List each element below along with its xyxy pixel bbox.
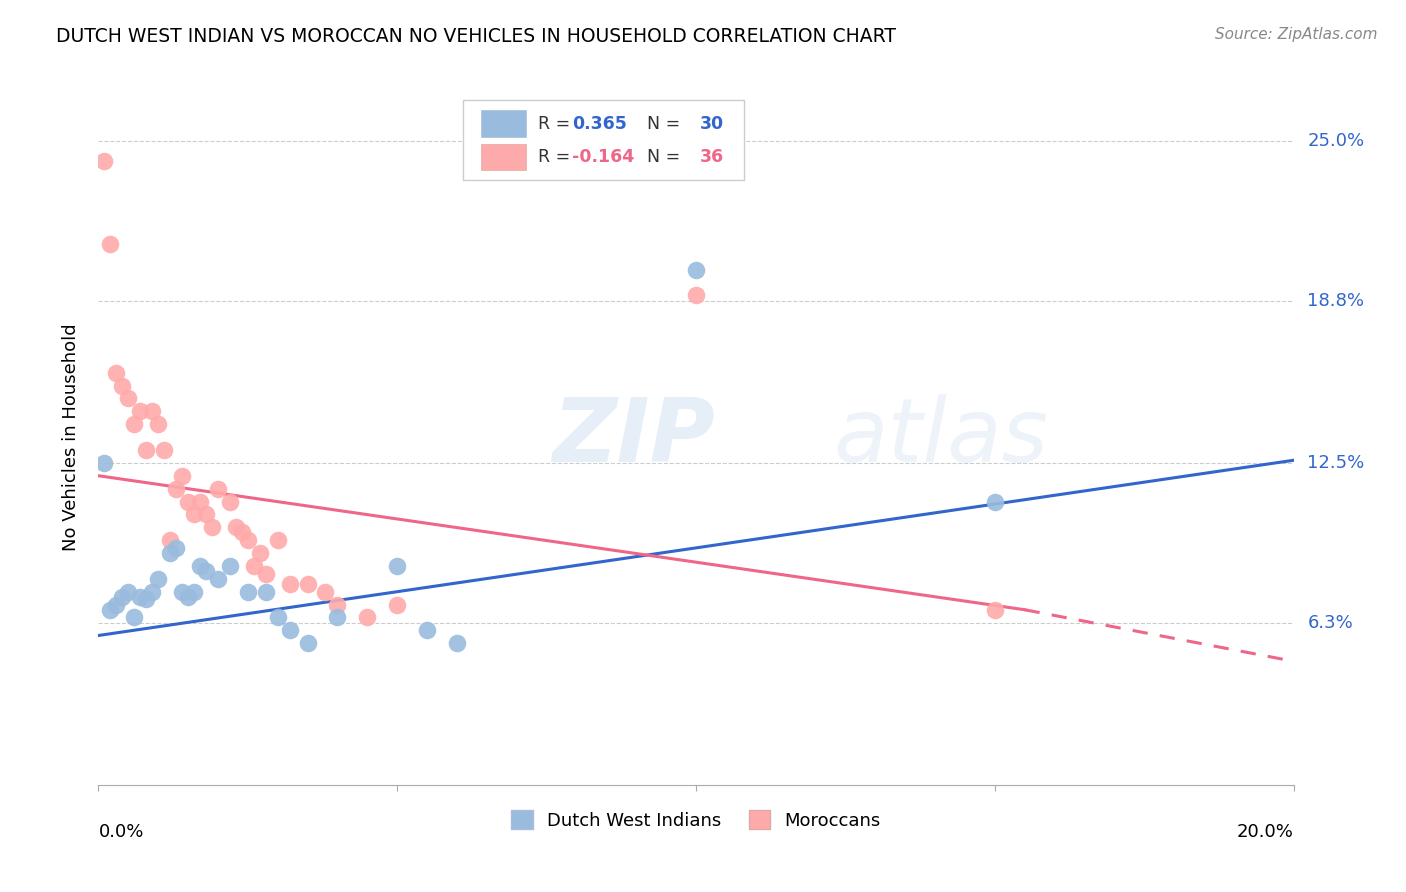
Point — [219, 558, 242, 573]
Text: 25.0%: 25.0% — [1308, 132, 1365, 150]
Point — [236, 584, 259, 599]
Point — [105, 366, 128, 380]
Point — [159, 533, 181, 548]
Text: 12.5%: 12.5% — [1308, 454, 1365, 472]
Text: N =: N = — [637, 148, 686, 166]
Text: Source: ZipAtlas.com: Source: ZipAtlas.com — [1215, 27, 1378, 42]
Point — [183, 584, 205, 599]
Point — [105, 598, 128, 612]
FancyBboxPatch shape — [463, 100, 744, 179]
Point — [135, 442, 157, 457]
Point — [124, 610, 146, 624]
Point — [207, 482, 229, 496]
Point — [207, 572, 229, 586]
Text: 0.365: 0.365 — [572, 115, 627, 133]
Point — [111, 590, 134, 604]
Text: N =: N = — [637, 115, 686, 133]
Point — [385, 598, 409, 612]
Y-axis label: No Vehicles in Household: No Vehicles in Household — [62, 323, 80, 551]
Point — [165, 482, 187, 496]
Point — [141, 404, 163, 418]
Text: 6.3%: 6.3% — [1308, 614, 1353, 632]
Point — [93, 154, 115, 169]
Point — [111, 378, 134, 392]
Point — [278, 577, 301, 591]
Point — [177, 590, 200, 604]
Text: -0.164: -0.164 — [572, 148, 634, 166]
Point — [141, 584, 163, 599]
Text: 30: 30 — [700, 115, 724, 133]
Point — [135, 592, 157, 607]
Point — [231, 525, 253, 540]
Point — [385, 558, 409, 573]
Point — [356, 610, 378, 624]
Point — [416, 624, 439, 638]
Point — [219, 494, 242, 508]
Text: R =: R = — [538, 115, 576, 133]
Point — [129, 590, 152, 604]
Point — [153, 442, 176, 457]
FancyBboxPatch shape — [481, 144, 526, 170]
Point — [236, 533, 259, 548]
Point — [98, 236, 122, 251]
Point — [129, 404, 152, 418]
Point — [188, 494, 211, 508]
Point — [165, 541, 187, 555]
Point — [188, 558, 211, 573]
Point — [124, 417, 146, 432]
Point — [254, 584, 277, 599]
Point — [267, 610, 290, 624]
Point — [183, 508, 205, 522]
Point — [225, 520, 247, 534]
Point — [159, 546, 181, 560]
Point — [117, 584, 139, 599]
Point — [148, 417, 170, 432]
Point — [446, 636, 468, 650]
Point — [278, 624, 301, 638]
Text: 0.0%: 0.0% — [98, 823, 143, 841]
Point — [195, 564, 218, 578]
Point — [195, 508, 218, 522]
Text: 36: 36 — [700, 148, 724, 166]
Point — [249, 546, 271, 560]
Point — [315, 584, 337, 599]
Point — [984, 603, 1007, 617]
Point — [98, 603, 122, 617]
Text: 18.8%: 18.8% — [1308, 292, 1364, 310]
Text: ZIP: ZIP — [553, 393, 716, 481]
Point — [254, 566, 277, 581]
Point — [201, 520, 224, 534]
Point — [93, 456, 115, 470]
Point — [685, 262, 707, 277]
Text: R =: R = — [538, 148, 576, 166]
Point — [297, 577, 319, 591]
Point — [243, 558, 266, 573]
Legend: Dutch West Indians, Moroccans: Dutch West Indians, Moroccans — [502, 801, 890, 838]
Point — [267, 533, 290, 548]
Point — [297, 636, 319, 650]
Point — [117, 392, 139, 406]
Point — [148, 572, 170, 586]
Point — [172, 468, 194, 483]
FancyBboxPatch shape — [481, 111, 526, 136]
Point — [326, 610, 349, 624]
Text: atlas: atlas — [834, 394, 1049, 480]
Text: DUTCH WEST INDIAN VS MOROCCAN NO VEHICLES IN HOUSEHOLD CORRELATION CHART: DUTCH WEST INDIAN VS MOROCCAN NO VEHICLE… — [56, 27, 896, 45]
Point — [984, 494, 1007, 508]
Point — [177, 494, 200, 508]
Point — [685, 288, 707, 302]
Point — [172, 584, 194, 599]
Point — [326, 598, 349, 612]
Text: 20.0%: 20.0% — [1237, 823, 1294, 841]
